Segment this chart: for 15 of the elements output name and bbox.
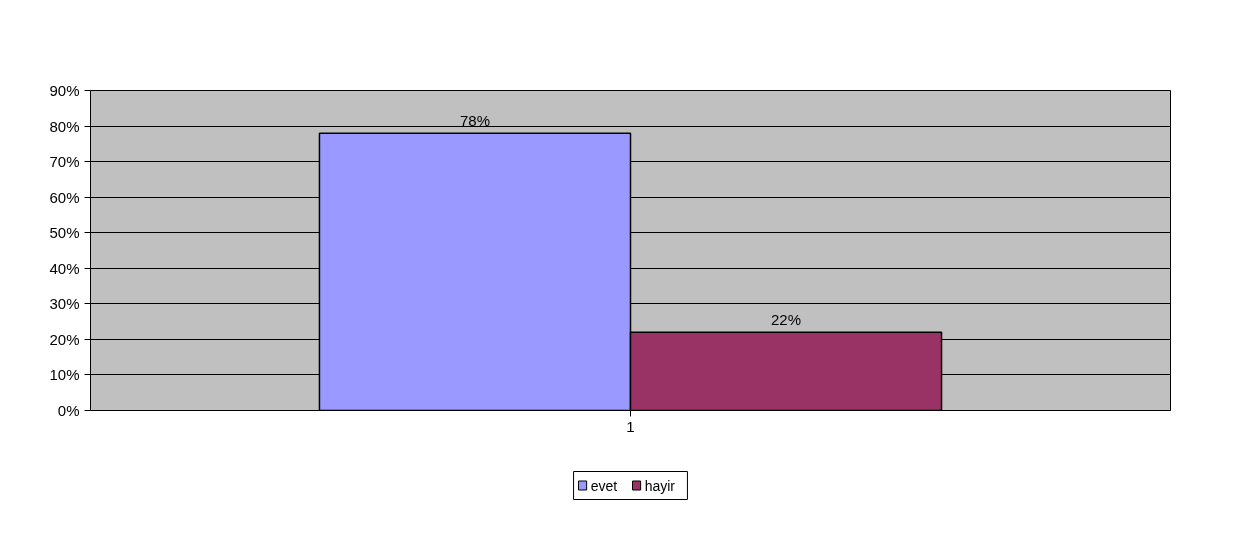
y-tick-label: 60% [49, 188, 80, 206]
y-tick-label: 90% [49, 82, 80, 99]
legend-label: hayir [644, 477, 676, 494]
y-tick-label: 40% [49, 259, 80, 277]
y-tick-label: 70% [49, 153, 80, 171]
y-tick-label: 20% [49, 330, 80, 348]
y-tick-label: 30% [49, 295, 80, 313]
x-tick-label: 1 [626, 417, 635, 435]
legend-label: evet [590, 477, 618, 494]
y-tick-label: 80% [49, 117, 80, 135]
data-label: 22% [771, 311, 802, 329]
y-tick-label: 10% [49, 366, 80, 384]
y-tick-label: 0% [57, 402, 80, 419]
y-tick-label: 50% [49, 224, 80, 242]
data-label: 78% [459, 112, 490, 130]
